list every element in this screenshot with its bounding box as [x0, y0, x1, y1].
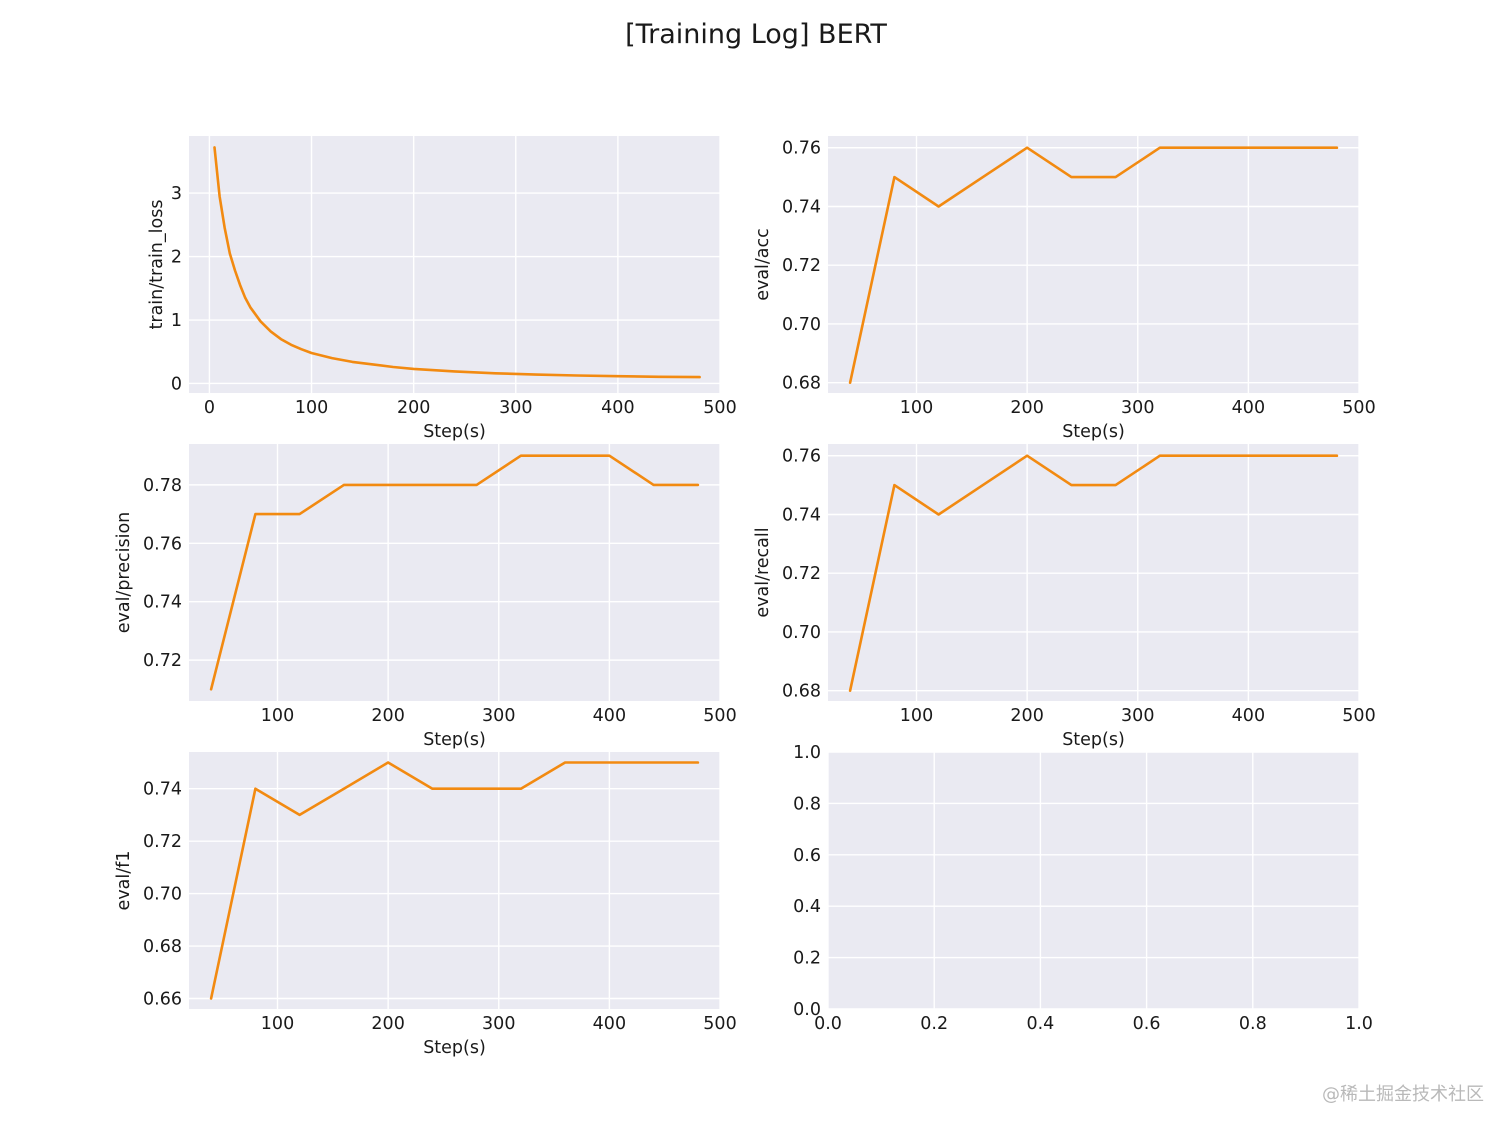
y-tick-label: 0.2	[793, 949, 821, 969]
y-tick-label: 0.70	[782, 623, 821, 643]
y-axis-label: eval/precision	[114, 512, 134, 634]
y-tick-label: 0.4	[793, 897, 821, 917]
series-line-train-loss	[213, 146, 701, 379]
y-tick-label: 0.76	[782, 139, 821, 159]
y-tick-label: 0.8	[793, 794, 821, 814]
series-line-eval-acc	[848, 146, 1339, 385]
x-axis-label: Step(s)	[1062, 422, 1125, 442]
y-tick-label: 1	[171, 311, 182, 331]
x-tick-label: 100	[900, 706, 933, 726]
y-tick-label: 0.76	[143, 534, 182, 554]
x-tick-label: 400	[601, 398, 634, 418]
y-tick-label: 0.68	[782, 682, 821, 702]
y-axis-label: eval/acc	[753, 228, 773, 301]
y-tick-label: 0	[171, 374, 182, 394]
y-tick-label: 0.0	[793, 1000, 821, 1020]
subplot-empty: 0.0 0.2 0.4 0.6 0.8 1.0 0.0 0.2 0.4 0.6 0.8 1.0	[793, 743, 1373, 1034]
x-tick-label: 300	[1121, 398, 1154, 418]
x-tick-label: 200	[1010, 398, 1043, 418]
series-line-eval-f1	[209, 761, 700, 1000]
y-tick-label: 0.74	[782, 197, 821, 217]
x-axis-label: Step(s)	[1062, 730, 1125, 750]
x-tick-label: 100	[261, 706, 294, 726]
series-line-eval-recall	[848, 454, 1339, 693]
y-tick-label: 0.72	[143, 651, 182, 671]
x-tick-label: 500	[1342, 706, 1375, 726]
subplot-eval-acc: 100 200 300 400 500 0.68 0.70 0.72 0.74 0.76 Step(…	[753, 136, 1376, 442]
watermark: @稀土掘金技术社区	[1322, 1084, 1484, 1105]
x-tick-label: 400	[593, 1014, 626, 1034]
y-tick-label: 0.72	[143, 832, 182, 852]
x-tick-label: 100	[295, 398, 328, 418]
subplot-grid: 0 100 200 300 400 500 0 1 2 3 Step(s) train/train_l…	[114, 136, 1376, 1058]
x-tick-label: 300	[499, 398, 532, 418]
x-tick-label: 0.2	[920, 1014, 948, 1034]
y-axis-label: train/train_loss	[147, 200, 167, 330]
x-tick-label: 100	[261, 1014, 294, 1034]
x-tick-label: 0.6	[1133, 1014, 1161, 1034]
y-tick-label: 0.72	[782, 256, 821, 276]
axes-background	[828, 136, 1359, 393]
x-tick-label: 500	[703, 706, 736, 726]
y-tick-label: 0.68	[782, 374, 821, 394]
y-tick-label: 0.68	[143, 937, 182, 957]
y-tick-label: 3	[171, 184, 182, 204]
x-tick-label: 400	[1232, 398, 1265, 418]
y-tick-label: 0.74	[143, 593, 182, 613]
axes-background	[828, 444, 1359, 701]
x-tick-label: 500	[703, 398, 736, 418]
y-tick-label: 0.70	[143, 885, 182, 905]
figure-title: [Training Log] BERT	[625, 19, 887, 50]
x-tick-label: 200	[1010, 706, 1043, 726]
x-axis-label: Step(s)	[423, 1038, 486, 1058]
y-tick-label: 0.72	[782, 564, 821, 584]
x-axis-label: Step(s)	[423, 422, 486, 442]
y-tick-label: 0.74	[143, 780, 182, 800]
x-tick-label: 300	[1121, 706, 1154, 726]
y-tick-label: 0.74	[782, 505, 821, 525]
y-tick-label: 0.6	[793, 846, 821, 866]
x-tick-label: 200	[397, 398, 430, 418]
x-tick-label: 0	[204, 398, 215, 418]
x-tick-label: 0.4	[1026, 1014, 1054, 1034]
subplot-eval-precision: 100 200 300 400 500 0.72 0.74 0.76 0.78 Step(s) ev…	[114, 444, 737, 750]
x-tick-label: 300	[482, 1014, 515, 1034]
x-tick-label: 400	[593, 706, 626, 726]
y-tick-label: 0.78	[143, 476, 182, 496]
x-tick-label: 0.8	[1239, 1014, 1267, 1034]
axes-background	[189, 136, 720, 393]
axes-background	[828, 752, 1359, 1009]
y-tick-label: 0.66	[143, 990, 182, 1010]
subplot-eval-f1: 100 200 300 400 500 0.66 0.68 0.70 0.72 0.74 Step(…	[114, 752, 737, 1058]
series-line-eval-precision	[209, 454, 700, 691]
x-tick-label: 400	[1232, 706, 1265, 726]
y-axis-label: eval/f1	[114, 851, 134, 911]
x-tick-label: 200	[371, 706, 404, 726]
subplot-eval-recall: 100 200 300 400 500 0.68 0.70 0.72 0.74 0.76 Step(…	[753, 444, 1376, 750]
x-tick-label: 500	[1342, 398, 1375, 418]
x-tick-label: 300	[482, 706, 515, 726]
y-tick-label: 2	[171, 248, 182, 268]
subplot-train-loss: 0 100 200 300 400 500 0 1 2 3 Step(s) train/train_l…	[147, 136, 737, 442]
y-axis-label: eval/recall	[753, 527, 773, 617]
y-tick-label: 0.76	[782, 447, 821, 467]
y-tick-label: 1.0	[793, 743, 821, 763]
x-tick-label: 500	[703, 1014, 736, 1034]
axes-background	[189, 752, 720, 1009]
x-tick-label: 1.0	[1345, 1014, 1373, 1034]
y-tick-label: 0.70	[782, 315, 821, 335]
x-axis-label: Step(s)	[423, 730, 486, 750]
axes-background	[189, 444, 720, 701]
x-tick-label: 100	[900, 398, 933, 418]
x-tick-label: 200	[371, 1014, 404, 1034]
x-tick-label: 0.0	[814, 1014, 842, 1034]
